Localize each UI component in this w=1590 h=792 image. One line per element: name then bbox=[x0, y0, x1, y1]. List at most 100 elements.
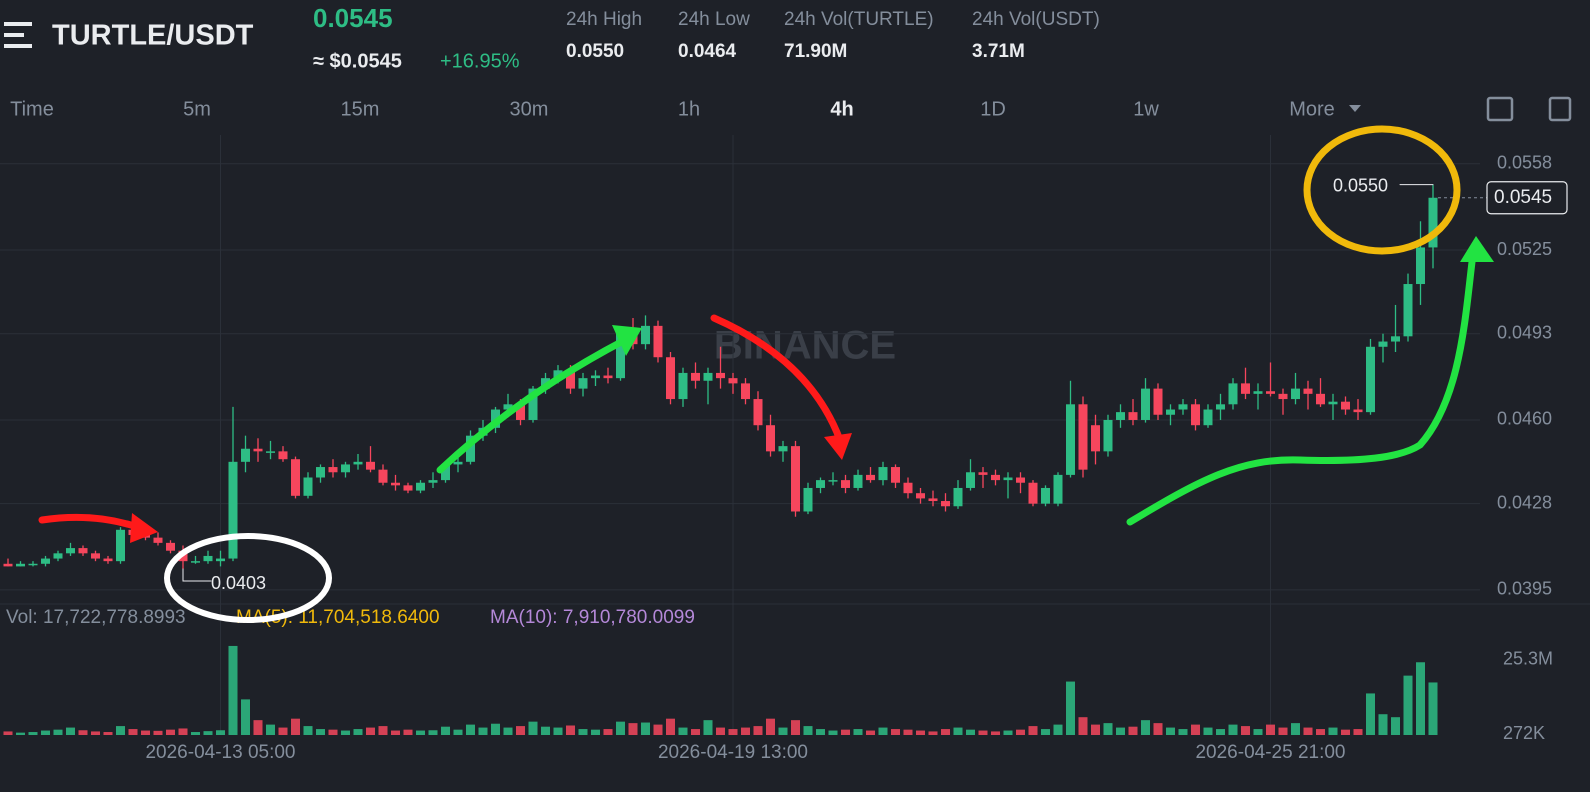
candle-body bbox=[803, 487, 813, 512]
volume-bar bbox=[616, 721, 625, 735]
candle-body bbox=[116, 529, 125, 562]
stat-label: 24h Vol(USDT) bbox=[972, 9, 1100, 30]
candle-body bbox=[1191, 404, 1200, 426]
candle-body bbox=[191, 561, 200, 563]
candle-body bbox=[1141, 388, 1150, 420]
candle-body bbox=[741, 383, 750, 400]
candle-body bbox=[303, 477, 313, 496]
volume-bar bbox=[666, 718, 675, 735]
volume-bar bbox=[878, 727, 888, 735]
candle-body bbox=[203, 555, 213, 562]
candle-body bbox=[266, 451, 275, 453]
candle-body bbox=[428, 480, 438, 483]
green-arrow bbox=[1126, 258, 1476, 526]
volume-bar bbox=[53, 729, 63, 735]
candle-body bbox=[253, 448, 263, 452]
candle-body bbox=[1091, 425, 1100, 452]
candle-body bbox=[591, 375, 600, 379]
interval-tab[interactable]: 15m bbox=[341, 98, 380, 120]
volume-bar bbox=[528, 721, 538, 735]
pair: TURTLE/USDT bbox=[52, 20, 254, 52]
candle-body bbox=[716, 372, 725, 379]
candle-body bbox=[1328, 401, 1338, 405]
candle-body bbox=[1391, 336, 1400, 342]
candle-body bbox=[1016, 477, 1025, 483]
candle-body bbox=[416, 482, 425, 491]
volume-bar bbox=[828, 730, 838, 735]
volume-bar bbox=[1178, 729, 1188, 735]
x-tick-label: 2026-04-25 21:00 bbox=[1195, 742, 1345, 763]
fullscreen-icon[interactable] bbox=[1486, 96, 1514, 122]
volume-bar bbox=[516, 726, 525, 735]
volume-bar bbox=[503, 727, 513, 735]
interval-tab[interactable]: 30m bbox=[510, 98, 549, 120]
candle-body bbox=[566, 370, 575, 389]
volume-bar bbox=[41, 730, 50, 735]
candle-body bbox=[703, 372, 713, 381]
last-price-box bbox=[1486, 181, 1568, 215]
volume-bar bbox=[303, 726, 313, 735]
volume-bar bbox=[1266, 724, 1275, 735]
low-marker-line bbox=[182, 568, 212, 582]
volume-bar bbox=[1366, 693, 1375, 735]
stat-value: 71.90M bbox=[784, 41, 847, 62]
menu-icon[interactable] bbox=[4, 22, 32, 48]
candle-body bbox=[1128, 412, 1138, 420]
candle-body bbox=[753, 399, 763, 426]
volume-bar bbox=[591, 729, 600, 735]
volume-bar bbox=[953, 727, 963, 735]
volume-bar bbox=[1378, 714, 1388, 735]
candle-body bbox=[616, 333, 625, 379]
volume-bar bbox=[1091, 724, 1100, 735]
volume-bar bbox=[1341, 729, 1350, 735]
volume-bar bbox=[203, 731, 213, 735]
high-marker-label: 0.0550 bbox=[1333, 175, 1388, 195]
volume-bar bbox=[353, 729, 363, 735]
volume-bar bbox=[341, 730, 350, 735]
candle-body bbox=[1178, 404, 1188, 410]
volume-bar bbox=[841, 729, 850, 735]
volume-bar bbox=[766, 718, 775, 735]
interval-tab[interactable]: 1D bbox=[980, 98, 1006, 120]
volume-bar bbox=[541, 726, 550, 735]
volume-bar bbox=[1116, 727, 1125, 735]
interval-tab[interactable]: Time bbox=[10, 98, 54, 120]
volume-bar bbox=[1303, 727, 1313, 735]
interval-tab[interactable]: More bbox=[1289, 98, 1335, 120]
yellow-circle bbox=[1303, 125, 1461, 255]
candle-body bbox=[228, 461, 238, 559]
candle-body bbox=[1266, 391, 1275, 394]
volume-bar bbox=[1128, 726, 1138, 735]
candle-body bbox=[728, 378, 738, 384]
volume-bar bbox=[78, 730, 88, 735]
volume-bar bbox=[403, 729, 413, 735]
interval-tab[interactable]: 1h bbox=[678, 98, 700, 120]
candle-body bbox=[1003, 477, 1013, 481]
volume-bar bbox=[1191, 724, 1200, 735]
interval-tab[interactable]: 4h bbox=[830, 98, 853, 120]
candle-body bbox=[1241, 383, 1250, 394]
toolbar-icons[interactable] bbox=[1486, 96, 1572, 122]
last-price-label: 0.0545 bbox=[1494, 187, 1552, 208]
volume-bar bbox=[703, 720, 713, 735]
volume-bar bbox=[1353, 729, 1363, 735]
volume-bar bbox=[478, 727, 488, 735]
candle-body bbox=[391, 482, 400, 486]
volume-bar bbox=[16, 732, 25, 735]
volume-bar bbox=[928, 731, 938, 735]
interval-tab[interactable]: 1w bbox=[1133, 98, 1159, 120]
red-arrow bbox=[38, 513, 144, 532]
volume-bar bbox=[803, 726, 813, 735]
volume-bar bbox=[66, 727, 75, 735]
candle-body bbox=[1303, 388, 1313, 394]
candle-body bbox=[1116, 412, 1125, 420]
stat-label: 24h Low bbox=[678, 9, 750, 30]
settings-icon[interactable] bbox=[1548, 96, 1572, 122]
interval-tab[interactable]: 5m bbox=[183, 98, 211, 120]
candle-body bbox=[816, 480, 825, 488]
candle-body bbox=[841, 480, 850, 488]
candle-body bbox=[103, 558, 113, 562]
volume-bar bbox=[441, 726, 450, 735]
price-change: +16.95% bbox=[440, 50, 520, 72]
